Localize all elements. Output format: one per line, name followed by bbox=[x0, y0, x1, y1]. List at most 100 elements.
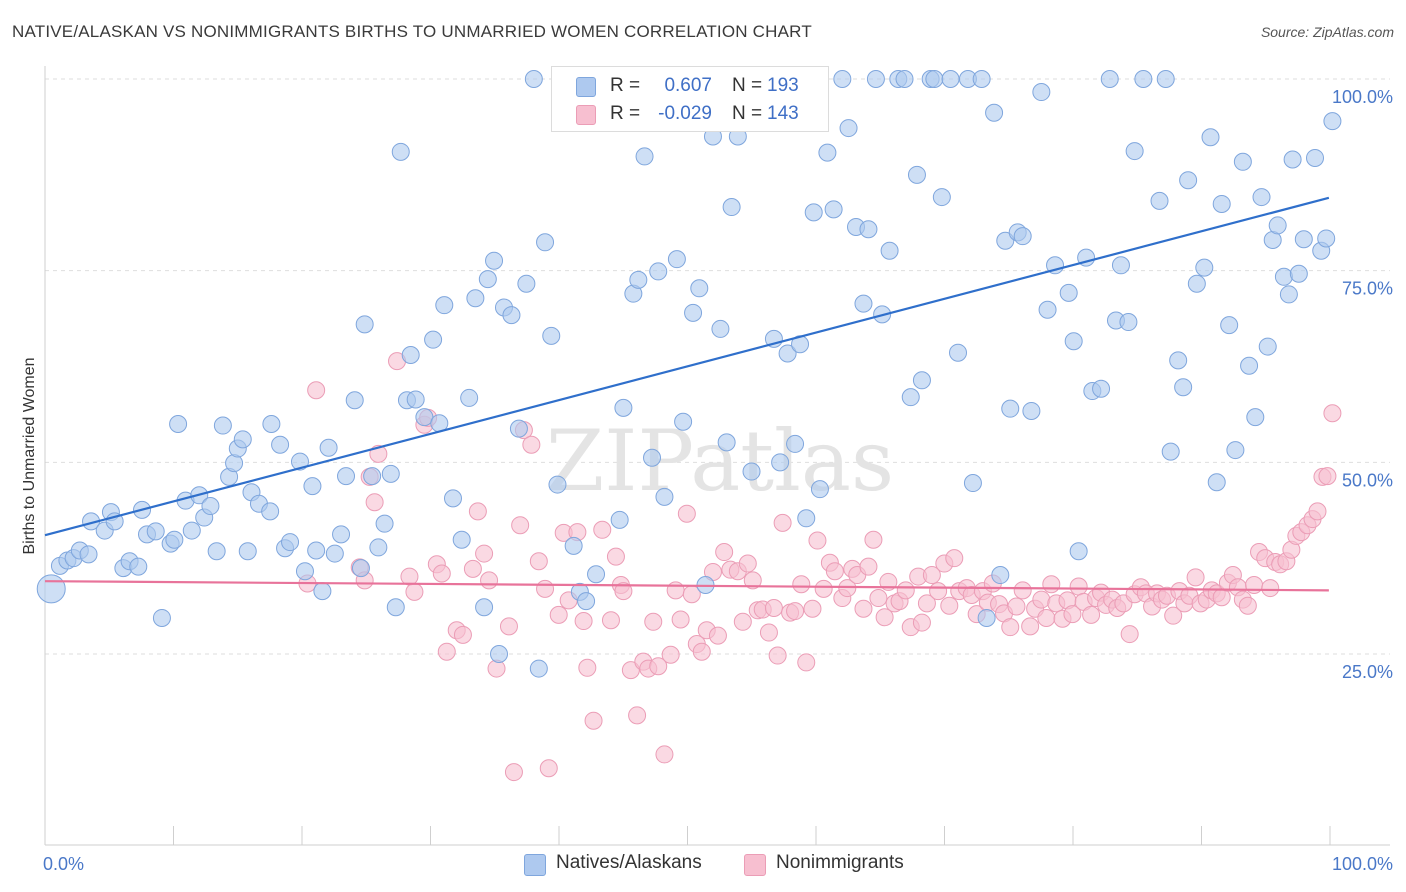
nonimmigrants-point bbox=[1021, 617, 1040, 636]
r-label: R = bbox=[610, 103, 641, 124]
natives-point bbox=[363, 467, 382, 486]
nonimmigrants-point bbox=[896, 581, 915, 600]
natives-point bbox=[1268, 216, 1287, 235]
natives-point bbox=[1092, 379, 1111, 398]
nonimmigrants-point bbox=[468, 502, 487, 521]
nonimmigrants-point bbox=[773, 513, 792, 532]
natives-point bbox=[1246, 408, 1265, 427]
natives-point bbox=[460, 388, 479, 407]
natives-point bbox=[478, 270, 497, 289]
natives-point bbox=[337, 467, 356, 486]
natives-point bbox=[972, 70, 991, 88]
nonimmigrants-point bbox=[1042, 575, 1061, 594]
natives-point bbox=[1156, 70, 1175, 88]
nonimmigrants-point bbox=[1323, 404, 1342, 423]
nonimmigrants-point bbox=[1238, 596, 1257, 615]
nonimmigrants-point bbox=[1186, 568, 1205, 587]
nonimmigrants-point bbox=[1120, 625, 1139, 644]
nonimmigrants-point bbox=[1308, 502, 1327, 521]
natives-point bbox=[941, 70, 960, 88]
natives-point bbox=[1134, 70, 1153, 88]
natives-point bbox=[529, 659, 548, 678]
natives-point bbox=[1233, 152, 1252, 171]
natives-point bbox=[295, 562, 314, 581]
nonimmigrants-point bbox=[578, 658, 597, 677]
nonimmigrants-point bbox=[549, 605, 568, 624]
natives-point bbox=[1306, 148, 1325, 167]
natives-point bbox=[452, 530, 471, 549]
r-label: R = bbox=[610, 75, 641, 96]
natives-points bbox=[36, 70, 1342, 678]
natives-point bbox=[201, 497, 220, 516]
natives-point bbox=[1226, 441, 1245, 460]
natives-point bbox=[1001, 399, 1020, 418]
natives-point bbox=[1279, 285, 1298, 304]
watermark: ZIPatlas bbox=[546, 412, 894, 510]
natives-point bbox=[1207, 473, 1226, 492]
natives-point bbox=[1111, 256, 1130, 275]
natives-point bbox=[635, 147, 654, 166]
natives-point bbox=[674, 412, 693, 431]
natives-point bbox=[771, 453, 790, 472]
natives-point bbox=[667, 250, 686, 269]
natives-point bbox=[509, 419, 528, 438]
natives-point bbox=[406, 390, 425, 409]
axes bbox=[44, 66, 1390, 846]
natives-point bbox=[332, 525, 351, 544]
nonimmigrants-point bbox=[1164, 606, 1183, 625]
nonimmigrants-point bbox=[649, 657, 668, 676]
nonimmigrants-point bbox=[432, 564, 451, 583]
natives-point bbox=[717, 433, 736, 452]
natives-point bbox=[1201, 128, 1220, 147]
natives-point bbox=[963, 474, 982, 493]
nonimmigrants-point bbox=[922, 566, 941, 585]
nonimmigrants-point bbox=[400, 567, 419, 586]
natives-point bbox=[386, 598, 405, 617]
nonimmigrants-point bbox=[825, 562, 844, 581]
nonimmigrants-point bbox=[601, 611, 620, 630]
natives-point bbox=[932, 188, 951, 207]
natives-point bbox=[907, 165, 926, 184]
natives-point bbox=[643, 448, 662, 467]
natives-point bbox=[1317, 229, 1336, 248]
natives-point bbox=[1064, 332, 1083, 351]
natives-point bbox=[1240, 356, 1259, 375]
natives-point bbox=[542, 326, 561, 345]
nonimmigrants-point bbox=[814, 579, 833, 598]
natives-point bbox=[1220, 316, 1239, 335]
nonimmigrants-point bbox=[917, 594, 936, 613]
natives-point bbox=[722, 198, 741, 217]
natives-point bbox=[1258, 337, 1277, 356]
nonimmigrants-point bbox=[1032, 590, 1051, 609]
nonimmigrants-point bbox=[539, 759, 558, 778]
nonimmigrants-point bbox=[405, 582, 424, 601]
nonimmigrants-legend-swatch-icon bbox=[744, 854, 766, 876]
natives-point bbox=[1022, 401, 1041, 420]
nonimmigrants-point bbox=[792, 575, 811, 594]
source-label: Source: ZipAtlas.com bbox=[1260, 24, 1394, 40]
nonimmigrants-point bbox=[655, 745, 674, 764]
nonimmigrants-point bbox=[307, 381, 326, 400]
natives-point bbox=[564, 536, 583, 555]
natives-point bbox=[985, 103, 1004, 122]
natives-point bbox=[797, 509, 816, 528]
natives-point bbox=[207, 542, 226, 561]
n-value: 143 bbox=[767, 103, 799, 124]
legend-label: Nonimmigrants bbox=[776, 852, 904, 873]
natives-point bbox=[912, 371, 931, 390]
natives-point bbox=[742, 462, 761, 481]
nonimmigrants-point bbox=[786, 602, 805, 621]
nonimmigrants-point bbox=[499, 617, 518, 636]
y-tick-label: 50.0% bbox=[1342, 470, 1393, 490]
natives-point bbox=[146, 522, 165, 541]
natives-point bbox=[1283, 150, 1302, 169]
natives-point bbox=[325, 544, 344, 563]
natives-point bbox=[524, 70, 543, 88]
nonimmigrants-point bbox=[1261, 579, 1280, 598]
natives-point bbox=[810, 480, 829, 499]
natives-point bbox=[152, 608, 171, 627]
natives-point bbox=[1169, 351, 1188, 370]
natives-point bbox=[649, 262, 668, 281]
natives-point bbox=[587, 565, 606, 584]
